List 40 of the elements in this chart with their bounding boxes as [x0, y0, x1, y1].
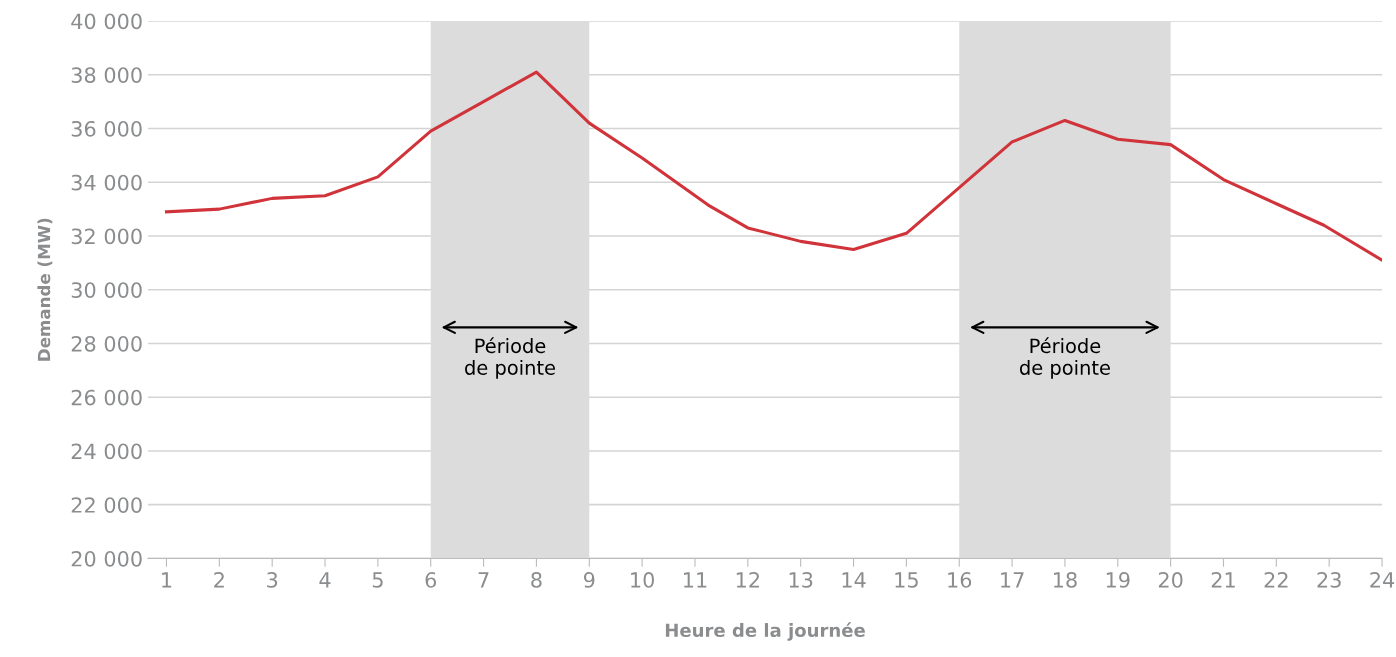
- x-tick-label: 14: [842, 572, 866, 588]
- y-tick-label: 36 000: [71, 120, 142, 137]
- y-tick-label: 38 000: [71, 67, 142, 83]
- y-tick-label: 24 000: [71, 443, 142, 460]
- line-series: [164, 70, 1383, 262]
- x-tick-label: 23: [1317, 572, 1341, 588]
- band-label: Période de pointe: [1019, 337, 1110, 379]
- x-tick-label: 5: [372, 572, 383, 588]
- x-tick-label: 24: [1370, 572, 1395, 588]
- x-tick-label: 7: [478, 572, 489, 588]
- x-tick-label: 6: [425, 572, 437, 588]
- y-tick-label: 20 000: [71, 550, 142, 567]
- x-axis-title: Heure de la journée: [665, 622, 865, 641]
- x-tick-label: 1: [162, 572, 172, 588]
- y-tick-label: 22 000: [71, 497, 142, 513]
- x-tick-label: 13: [789, 572, 813, 588]
- x-tick-label: 4: [319, 572, 331, 588]
- x-tick-label: 17: [1001, 572, 1024, 588]
- x-tick-label: 9: [583, 572, 595, 588]
- y-axis-title: Demande (MW): [37, 218, 53, 361]
- y-tick-label: 30 000: [71, 282, 142, 298]
- x-tick-label: 18: [1053, 572, 1077, 588]
- y-tick-label: 28 000: [71, 335, 142, 352]
- y-tick-label: 34 000: [71, 174, 142, 191]
- x-tick-label: 22: [1264, 572, 1288, 588]
- x-tick-label: 12: [736, 572, 759, 588]
- x-tick-label: 3: [267, 572, 278, 588]
- x-tick-label: 8: [531, 572, 542, 588]
- y-tick-label: 40 000: [71, 13, 142, 30]
- x-tick-label: 19: [1106, 572, 1130, 588]
- x-tick-label: 21: [1211, 572, 1235, 588]
- y-tick-label: 26 000: [71, 389, 142, 406]
- x-tick-label: 20: [1158, 572, 1183, 588]
- x-tick-label: 2: [214, 572, 224, 588]
- x-tick-label: 16: [948, 572, 972, 588]
- x-tick-label: 11: [684, 572, 707, 588]
- band-label: Période de pointe: [465, 337, 555, 379]
- x-tick-label: 10: [631, 572, 654, 588]
- y-tick-label: 32 000: [71, 228, 142, 245]
- x-tick-label: 15: [895, 572, 918, 588]
